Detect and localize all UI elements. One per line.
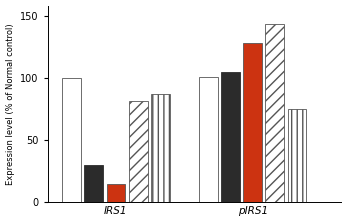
Bar bbox=[129, 101, 147, 202]
Y-axis label: Expression level (% of Normal control): Expression level (% of Normal control) bbox=[6, 23, 15, 185]
Bar bbox=[151, 94, 170, 202]
Bar bbox=[221, 71, 240, 202]
Bar bbox=[84, 165, 103, 202]
Bar bbox=[265, 24, 284, 202]
Bar bbox=[243, 43, 262, 202]
Bar bbox=[107, 184, 125, 202]
Bar bbox=[199, 77, 218, 202]
Bar bbox=[288, 109, 306, 202]
Bar bbox=[62, 78, 81, 202]
